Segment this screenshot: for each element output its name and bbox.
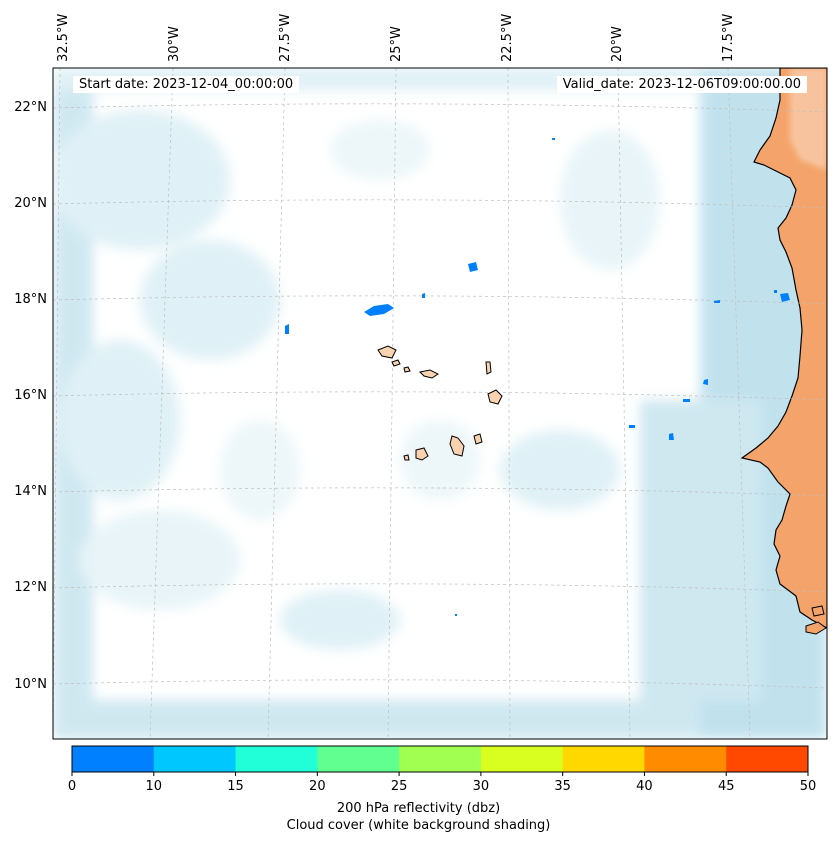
colorbar-tick-label: 25 <box>390 779 408 794</box>
reflectivity-patch-icon <box>683 399 690 402</box>
lat-label: 22°N <box>14 100 47 115</box>
colorbar-segment <box>644 746 727 772</box>
lon-label: 20°W <box>610 26 625 62</box>
lat-label: 16°N <box>14 388 47 403</box>
lon-label: 17.5°W <box>721 14 736 62</box>
island-icon <box>485 361 492 375</box>
reflectivity-patch-icon <box>714 300 720 303</box>
colorbar-segment <box>562 746 645 772</box>
colorbar-segment <box>399 746 482 772</box>
colorbar-tick-label: 20 <box>309 779 326 794</box>
lat-label: 20°N <box>14 196 47 211</box>
lon-label: 22.5°W <box>500 14 515 62</box>
colorbar <box>72 746 809 772</box>
valid-date-label: Valid_date: 2023-12-06T09:00:00.00 <box>556 76 807 93</box>
colorbar-segment <box>480 746 564 772</box>
colorbar-segment <box>72 746 155 772</box>
map-panel <box>53 68 827 739</box>
longitude-labels: 32.5°W 30°W 27.5°W 25°W 22.5°W 20°W 17.5… <box>56 14 736 62</box>
colorbar-segment <box>317 746 400 772</box>
colorbar-tick-label: 30 <box>472 779 490 794</box>
colorbar-tick-label: 15 <box>227 779 244 794</box>
lon-label: 25°W <box>389 26 404 62</box>
reflectivity-patch-icon <box>629 425 635 428</box>
colorbar-tick-label: 10 <box>145 779 163 794</box>
colorbar-segment <box>235 746 318 772</box>
lat-label: 18°N <box>14 292 47 307</box>
reflectivity-patch-icon <box>364 304 394 316</box>
colorbar-frame <box>71 745 809 773</box>
reflectivity-patches <box>285 138 790 616</box>
reflectivity-patch-icon <box>455 614 457 616</box>
reflectivity-patch-icon <box>669 433 674 440</box>
reflectivity-patch-icon <box>774 290 777 293</box>
reflectivity-patch-icon <box>285 324 289 334</box>
colorbar-tick-label: 35 <box>554 779 571 794</box>
reflectivity-patch-icon <box>468 262 478 272</box>
mainland-coast <box>740 68 827 635</box>
colorbar-segment <box>726 746 809 772</box>
graticule <box>53 68 827 739</box>
island-icon <box>403 454 410 461</box>
latitude-labels: 22°N 20°N 18°N 16°N 14°N 12°N 10°N <box>14 100 47 692</box>
cape-verde-islands <box>377 345 503 461</box>
lat-label: 14°N <box>14 484 47 499</box>
colorbar-ticks <box>71 772 809 776</box>
lat-label: 10°N <box>14 677 47 692</box>
colorbar-tick-label: 40 <box>636 779 653 794</box>
island-icon <box>418 369 439 379</box>
colorbar-tick-label: 0 <box>67 779 77 794</box>
colorbar-sublabel: Cloud cover (white background shading) <box>286 818 551 833</box>
island-icon <box>391 359 401 367</box>
reflectivity-patch-icon <box>422 293 425 298</box>
map-frame <box>52 67 828 740</box>
island-icon <box>415 447 429 461</box>
reflectivity-patch-icon <box>552 138 555 140</box>
lon-label: 27.5°W <box>278 14 293 62</box>
colorbar-tick-label: 50 <box>799 779 817 794</box>
island-icon <box>403 366 411 373</box>
reflectivity-patch-icon <box>703 379 708 385</box>
island-icon <box>487 389 503 405</box>
reflectivity-patch-icon <box>780 293 790 302</box>
colorbar-tick-label: 45 <box>717 779 735 794</box>
coastline-icon <box>740 68 827 629</box>
start-date-label: Start date: 2023-12-04_00:00:00 <box>73 76 300 93</box>
colorbar-segment <box>153 746 237 772</box>
island-icon <box>377 345 397 359</box>
colorbar-label: 200 hPa reflectivity (dbz) <box>336 801 501 816</box>
lon-label: 30°W <box>167 26 182 62</box>
island-icon <box>449 435 465 457</box>
lon-label: 32.5°W <box>56 14 71 62</box>
island-icon <box>473 433 483 445</box>
lat-label: 12°N <box>14 580 47 595</box>
